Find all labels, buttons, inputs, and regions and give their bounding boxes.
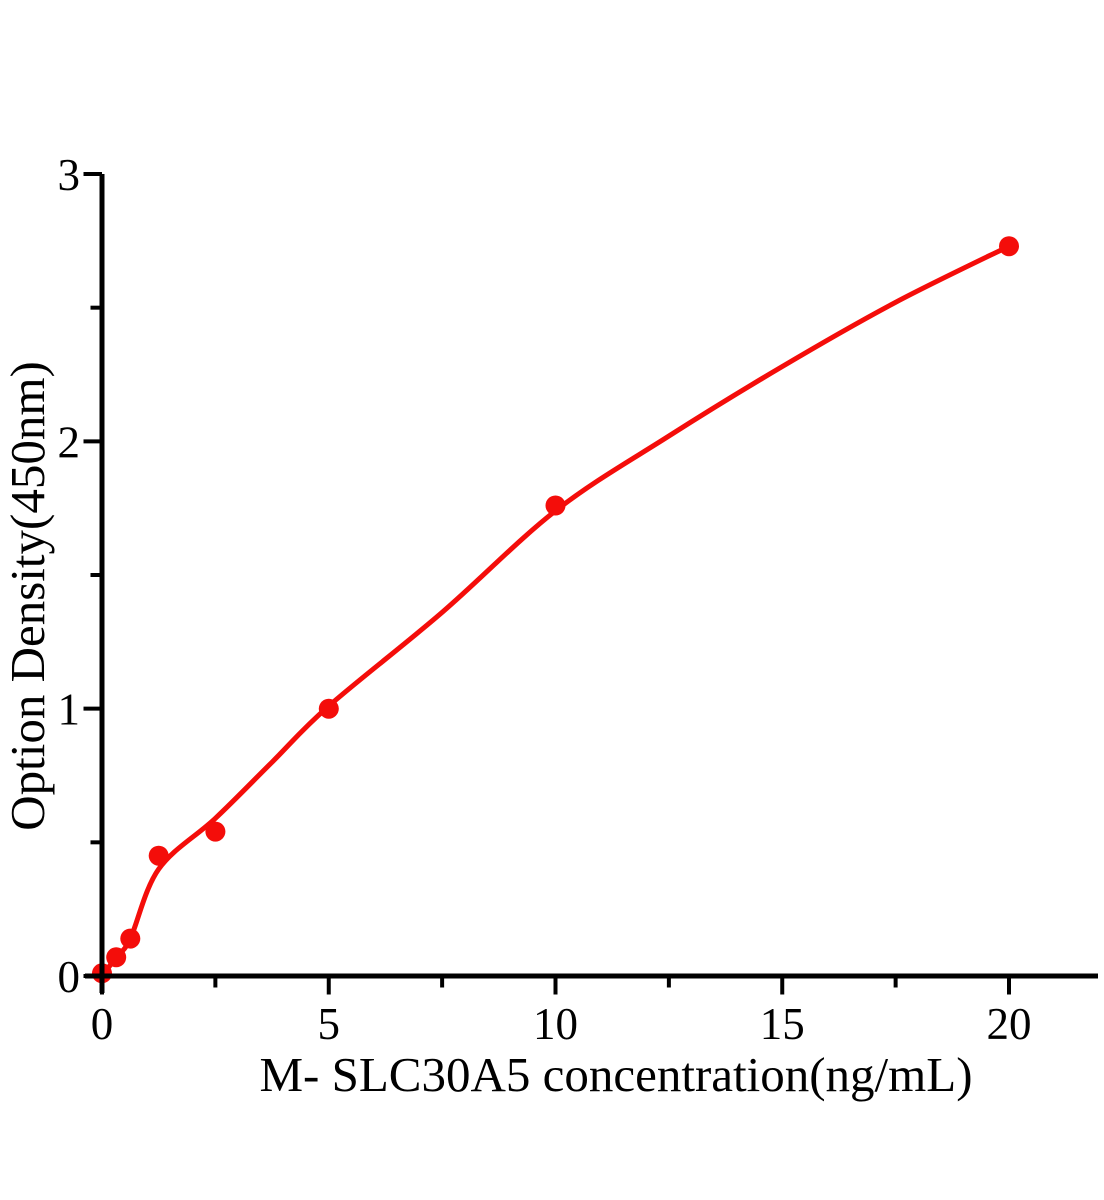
x-tick-label: 0 [91, 999, 114, 1049]
y-axis-title: Option Density(450nm) [0, 361, 55, 831]
x-tick-label: 20 [987, 999, 1032, 1049]
y-tick-label: 2 [58, 417, 81, 467]
fit-curve [99, 243, 1012, 979]
data-point [205, 821, 226, 842]
data-point [545, 495, 566, 516]
data-point [106, 947, 127, 968]
x-tick-label: 15 [760, 999, 805, 1049]
data-point [148, 845, 169, 866]
data-point [318, 698, 339, 719]
x-tick-label: 5 [318, 999, 341, 1049]
x-tick-label: 10 [533, 999, 578, 1049]
x-axis-title: M- SLC30A5 concentration(ng/mL) [259, 1047, 972, 1102]
y-tick-label: 1 [58, 685, 81, 735]
data-point [999, 236, 1019, 257]
y-tick-label: 3 [58, 150, 81, 200]
data-point [120, 928, 141, 949]
plot-layer: 0 5 10 15 20 0 1 2 3 [58, 150, 1098, 1049]
y-tick-label: 0 [58, 952, 81, 1002]
